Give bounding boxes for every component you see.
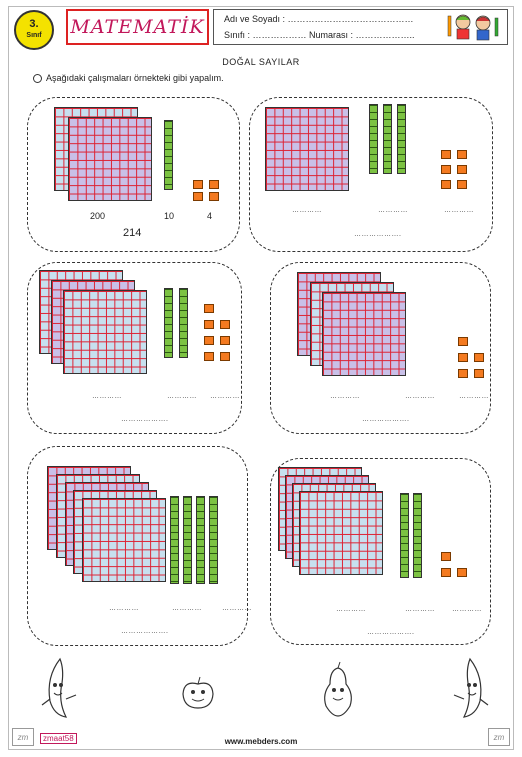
banana-icon [38,655,82,726]
tens-blank[interactable]: ………… [172,605,202,612]
ones-blank[interactable]: ………… [210,393,240,400]
one-cube [441,180,451,189]
student-info-box: Adı ve Soyadı : …………………………………… Sınıfı : … [213,9,508,45]
hundreds-blank[interactable]: ………… [336,606,366,613]
exercise-panel-2 [27,262,242,434]
one-cube [441,165,451,174]
hundreds-blank[interactable]: ………… [92,393,122,400]
total-blank[interactable]: ………………. [121,628,169,635]
hundreds-blank[interactable]: ………… [292,207,322,214]
ones-value: 4 [207,211,213,221]
ten-rod [369,104,378,174]
one-cube [457,568,467,577]
grade-badge: 3. Sınıf [14,10,54,50]
one-cube [457,180,467,189]
exercise-panel-3 [270,262,491,434]
ones-blank[interactable]: ………… [459,393,489,400]
one-cube [458,369,468,378]
grade-number: 3. [29,18,39,30]
class-number-field: Sınıfı : ……………… Numarası : ……………….. [224,30,415,40]
tens-blank[interactable]: ………… [378,207,408,214]
hundreds-blank[interactable]: ………… [109,605,139,612]
one-cube [193,192,203,201]
ten-rod [164,120,173,190]
author-tag: zmaat58 [40,733,77,744]
exercise-panel-4 [27,446,248,646]
apple-icon [178,676,218,717]
name-field: Adı ve Soyadı : …………………………………… [224,14,414,24]
exercise-panel-5 [270,458,491,645]
footer-url[interactable]: www.mebders.com [224,737,298,746]
hundred-block [299,491,383,575]
ones-blank[interactable]: ………… [452,606,482,613]
one-cube [441,150,451,159]
ten-rod [183,496,192,584]
ten-rod [397,104,406,174]
ten-rod [196,496,205,584]
one-cube [457,165,467,174]
corner-logo-right: zm [488,728,510,746]
one-cube [204,352,214,361]
one-cube [474,353,484,362]
crayons-icon [443,12,503,42]
total-blank[interactable]: ………………. [354,231,402,238]
ten-rod [170,496,179,584]
example-panel [27,97,240,252]
hundreds-blank[interactable]: ………… [330,393,360,400]
tens-blank[interactable]: ………… [405,393,435,400]
one-cube [209,192,219,201]
subject-title: MATEMATİK [70,16,205,38]
page-frame [8,6,514,750]
hundreds-value: 200 [90,211,106,221]
one-cube [209,180,219,189]
hundred-block [322,292,406,376]
one-cube [220,320,230,329]
one-cube [474,369,484,378]
exercise-panel-1 [249,97,493,252]
one-cube [220,352,230,361]
one-cube [220,336,230,345]
worksheet-heading: DOĞAL SAYILAR [222,57,300,67]
one-cube [441,552,451,561]
total-blank[interactable]: ………………. [362,416,410,423]
instruction-text: Aşağıdaki çalışmaları örnekteki gibi yap… [46,73,224,83]
hundred-block [82,498,166,582]
ones-blank[interactable]: ………… [444,207,474,214]
corner-logo-left: zm [12,728,34,746]
ones-blank[interactable]: ………… [222,605,252,612]
banana-icon [448,655,492,726]
ten-rod [179,288,188,358]
tens-value: 10 [164,211,175,221]
tens-blank[interactable]: ………… [405,606,435,613]
ten-rod [383,104,392,174]
total-blank[interactable]: ………………. [121,416,169,423]
hundred-block [63,290,147,374]
one-cube [458,337,468,346]
ten-rod [413,493,422,578]
one-cube [458,353,468,362]
total-value: 214 [123,227,142,239]
one-cube [204,320,214,329]
pear-icon [318,660,358,725]
subject-title-box: MATEMATİK [66,9,209,45]
one-cube [204,304,214,313]
hundred-block [265,107,349,191]
one-cube [441,568,451,577]
ten-rod [164,288,173,358]
hundred-block [68,117,152,201]
one-cube [193,180,203,189]
total-blank[interactable]: ………………. [367,629,415,636]
one-cube [204,336,214,345]
ten-rod [400,493,409,578]
one-cube [457,150,467,159]
instruction-line: Aşağıdaki çalışmaları örnekteki gibi yap… [33,73,224,83]
tens-blank[interactable]: ………… [167,393,197,400]
smiley-icon [33,74,42,83]
ten-rod [209,496,218,584]
grade-word: Sınıf [26,32,42,39]
